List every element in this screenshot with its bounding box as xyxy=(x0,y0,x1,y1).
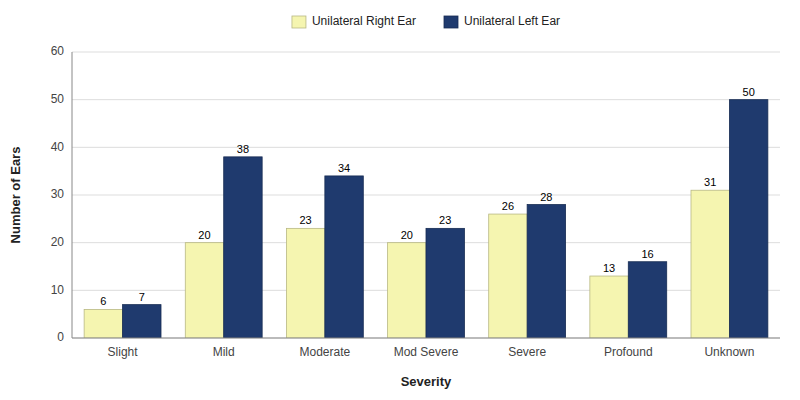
legend-swatch xyxy=(292,16,306,28)
grid-line xyxy=(72,338,780,339)
bar xyxy=(691,190,729,338)
y-axis-line xyxy=(72,52,73,338)
y-tick-label: 60 xyxy=(51,44,65,58)
bar xyxy=(224,157,262,338)
bar xyxy=(388,243,426,338)
data-label: 23 xyxy=(439,214,451,226)
bar xyxy=(185,243,223,338)
bars xyxy=(84,100,768,338)
x-axis-title: Severity xyxy=(401,374,452,389)
data-label: 26 xyxy=(502,200,514,212)
x-axis-line xyxy=(72,338,780,339)
x-tick-label: Severe xyxy=(508,345,546,359)
legend-item: Unilateral Right Ear xyxy=(292,14,416,28)
legend-label: Unilateral Right Ear xyxy=(312,14,416,28)
y-tick-label: 10 xyxy=(51,283,65,297)
legend-swatch xyxy=(444,16,458,28)
bar xyxy=(325,176,363,338)
grid xyxy=(72,52,780,338)
bar xyxy=(628,262,666,338)
y-axis-title: Number of Ears xyxy=(8,147,23,244)
grid-line xyxy=(72,99,780,100)
y-tick-label: 50 xyxy=(51,92,65,106)
x-tick-label: Slight xyxy=(108,345,139,359)
bar xyxy=(489,214,527,338)
chart-container: 0 10 20 30 40 50 60 6 20 23 20 26 13 31 7 38 34 23 28 16 50 S… xyxy=(0,0,800,400)
data-labels: 6 20 23 20 26 13 31 7 38 34 23 28 16 50 xyxy=(100,86,754,308)
data-label: 13 xyxy=(603,262,615,274)
data-label: 50 xyxy=(743,86,755,98)
x-tick-label: Mod Severe xyxy=(394,345,459,359)
y-tick-label: 0 xyxy=(57,330,64,344)
data-label: 31 xyxy=(704,176,716,188)
data-label: 7 xyxy=(139,291,145,303)
data-label: 16 xyxy=(641,248,653,260)
bar xyxy=(590,276,628,338)
bar xyxy=(527,205,565,338)
data-label: 38 xyxy=(237,143,249,155)
bar xyxy=(426,228,464,338)
data-label: 28 xyxy=(540,191,552,203)
legend-label: Unilateral Left Ear xyxy=(464,14,560,28)
y-tick-label: 30 xyxy=(51,187,65,201)
y-tick-label: 40 xyxy=(51,140,65,154)
data-label: 20 xyxy=(198,229,210,241)
data-label: 34 xyxy=(338,162,350,174)
data-label: 6 xyxy=(100,295,106,307)
bar xyxy=(729,100,767,338)
grid-line xyxy=(72,147,780,148)
bar xyxy=(286,228,324,338)
data-label: 23 xyxy=(300,214,312,226)
y-tick-label: 20 xyxy=(51,235,65,249)
x-tick-label: Unknown xyxy=(704,345,754,359)
legend-item: Unilateral Left Ear xyxy=(444,14,560,28)
y-axis: 0 10 20 30 40 50 60 xyxy=(51,44,65,344)
chart-svg: 0 10 20 30 40 50 60 6 20 23 20 26 13 31 7 38 34 23 28 16 50 S… xyxy=(0,0,800,400)
data-label: 20 xyxy=(401,229,413,241)
x-tick-label: Moderate xyxy=(300,345,351,359)
x-axis: Slight Mild Moderate Mod Severe Severe Profou… xyxy=(108,345,755,359)
bar xyxy=(84,309,122,338)
x-tick-label: Mild xyxy=(213,345,235,359)
x-tick-label: Profound xyxy=(604,345,653,359)
legend: Unilateral Right Ear Unilateral Left Ear xyxy=(292,14,560,28)
grid-line xyxy=(72,52,780,53)
grid-line xyxy=(72,195,780,196)
bar xyxy=(123,305,161,338)
